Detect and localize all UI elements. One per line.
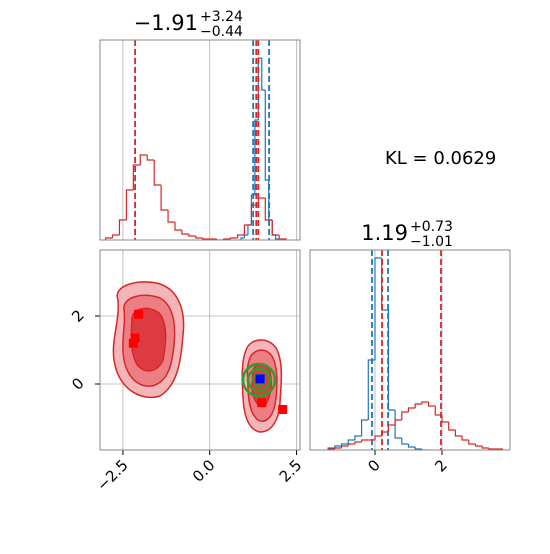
title-upper: +0.73 [410,219,453,235]
histogram-step [421,401,429,404]
scatter-point [255,374,265,384]
histogram-step [340,445,349,448]
axes-frame [309,249,511,451]
histogram-step [340,443,349,446]
histogram-step [254,119,259,195]
histogram-step [407,444,416,448]
histogram-step [181,230,189,235]
title-lower: −1.01 [410,234,453,250]
histogram-step [454,430,463,437]
histogram-step [407,407,416,412]
histogram-step [240,237,245,240]
histogram-step [468,440,476,445]
scatter-point [130,333,140,343]
title-value: −1.91 [134,11,198,35]
histogram-step [243,224,252,235]
histogram-step [414,447,422,450]
histogram-step [421,449,429,450]
histogram-step [125,189,134,220]
histogram-step [229,237,238,239]
histogram-step [174,222,182,231]
histogram-step [261,58,266,91]
histogram-step [394,419,402,425]
histogram-step [188,234,196,237]
histogram-step [354,435,362,440]
panel: 0 21.19 +0.73−1.01 [309,219,511,476]
histogram-step [347,439,355,444]
histogram-step [414,403,422,408]
histogram-step [264,198,273,221]
histogram-step [195,236,203,239]
scatter-point [257,398,267,408]
histogram-step [374,435,382,440]
histogram-step [139,154,148,165]
histogram-step [146,155,155,161]
histogram-step [216,239,224,240]
histogram-step [160,185,169,211]
histogram-step [334,445,342,448]
histogram-step [427,402,436,407]
histogram-step [264,90,269,181]
density-contours [112,281,283,433]
histogram-step [360,419,369,436]
histogram-step [374,257,382,360]
histogram-step [118,219,127,235]
title-lower: −0.44 [200,24,243,40]
panel: −1.91 +3.24−0.44 [99,9,301,241]
histogram-step [401,438,409,445]
histogram-step [441,415,449,423]
scatter-point [128,338,138,348]
histogram-step [360,439,369,442]
histogram-step [461,436,469,441]
histogram-step [401,411,409,420]
histogram-step [132,164,141,190]
histogram-step [488,448,496,450]
axes-frame [99,39,301,241]
scatter-point [278,405,288,415]
histogram-step [434,406,442,416]
histogram-step [271,220,280,236]
title-value: 1.19 [361,221,408,245]
histogram-step [153,160,162,186]
histogram-step [347,443,355,446]
kl-annotation: KL = 0.0629 [385,148,496,169]
histogram-step [354,441,362,444]
histogram-step [202,238,210,240]
histogram-step [394,410,402,439]
title-upper: +3.24 [200,9,243,25]
histogram-step [111,234,120,238]
histogram-step [448,422,456,431]
axes-frame [99,249,301,451]
scatter-point [134,309,144,319]
histogram-step [334,447,342,449]
histogram-step [474,444,483,447]
histogram-step [104,237,113,240]
histogram-step [481,446,489,449]
histogram-step [167,210,175,223]
histogram-step [236,234,245,238]
histogram-step [387,424,396,432]
